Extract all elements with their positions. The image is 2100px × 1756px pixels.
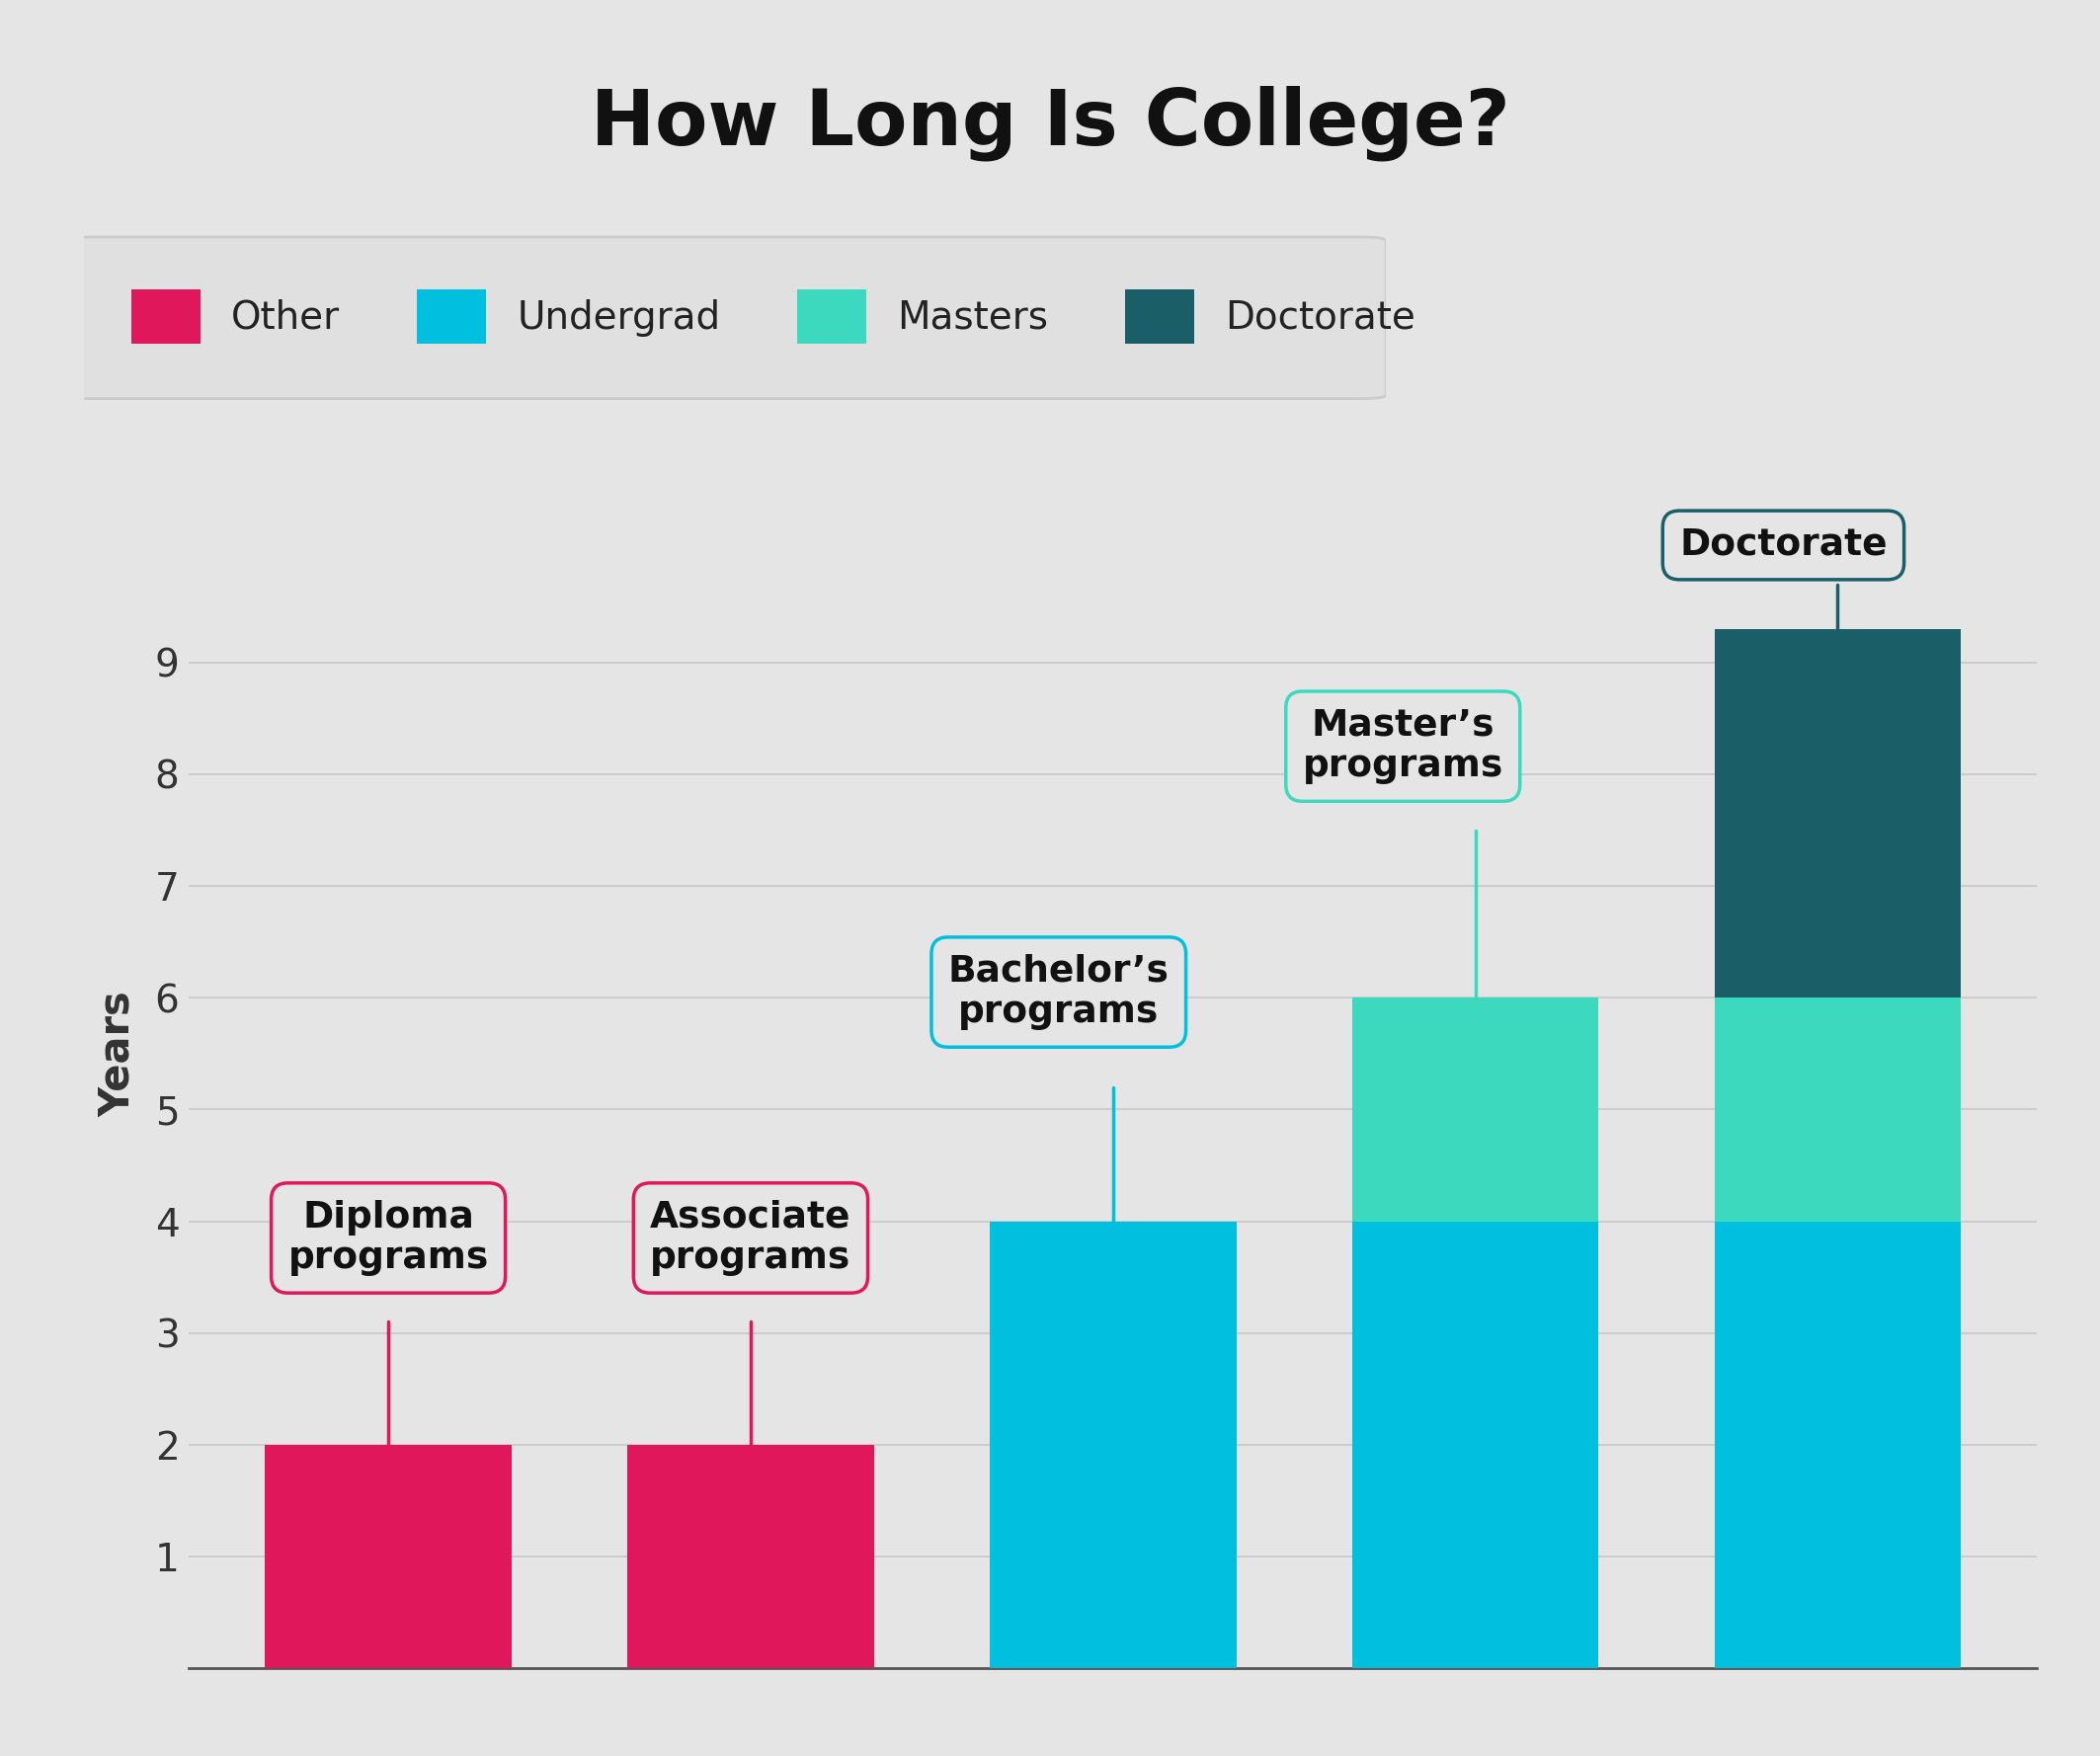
Text: Diploma
programs: Diploma programs [288,1199,489,1277]
Text: How Long Is College?: How Long Is College? [590,84,1510,162]
FancyBboxPatch shape [59,237,1386,399]
Bar [1714,629,1961,997]
Bar [1714,1220,1961,1668]
Bar [1352,1220,1598,1668]
Text: Master’s
programs: Master’s programs [1302,708,1504,785]
Text: Associate
programs: Associate programs [651,1199,850,1277]
Bar [1714,997,1961,1220]
Y-axis label: Years: Years [97,990,139,1117]
Bar [1352,997,1598,1220]
Legend: Other, Undergrad, Masters, Doctorate: Other, Undergrad, Masters, Doctorate [116,274,1430,358]
Bar [989,1220,1237,1668]
Text: Bachelor’s
programs: Bachelor’s programs [947,954,1170,1031]
Bar [265,1445,512,1668]
Text: Doctorate: Doctorate [1680,527,1888,564]
Bar [628,1445,874,1668]
